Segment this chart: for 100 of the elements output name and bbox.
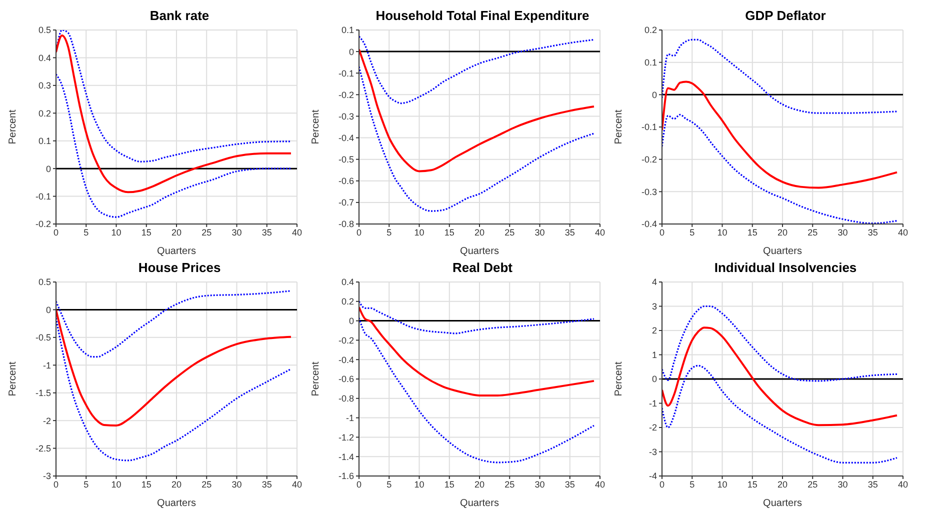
y-tick-label: -0.7 bbox=[338, 198, 354, 208]
chart-title: Individual Insolvencies bbox=[713, 260, 858, 276]
line-series bbox=[662, 305, 898, 382]
y-tick-label: 3 bbox=[652, 301, 657, 312]
y-tick-label: -0.5 bbox=[338, 154, 354, 165]
y-tick-label: 0.2 bbox=[341, 296, 354, 307]
chart-title: Real Debt bbox=[452, 260, 514, 276]
y-axis-title: Percent bbox=[614, 110, 625, 144]
y-tick-label: -0.4 bbox=[338, 354, 354, 365]
x-tick-label: 35 bbox=[868, 479, 878, 490]
x-tick-label: 5 bbox=[690, 479, 695, 490]
line-series bbox=[359, 300, 595, 334]
x-axis-title: Quarters bbox=[157, 246, 196, 257]
y-tick-label: -0.8 bbox=[338, 219, 354, 230]
y-tick-label: 0.5 bbox=[38, 277, 51, 288]
y-tick-label: -0.4 bbox=[338, 132, 354, 143]
line-series bbox=[662, 80, 898, 189]
y-tick-label: 4 bbox=[652, 277, 657, 288]
line-series bbox=[359, 66, 595, 212]
line-series bbox=[56, 34, 292, 194]
line-series bbox=[359, 48, 595, 172]
x-tick-label: 15 bbox=[747, 227, 758, 238]
y-tick-label: -0.3 bbox=[641, 186, 657, 197]
y-tick-label: -1.2 bbox=[338, 432, 354, 442]
x-tick-label: 0 bbox=[659, 479, 665, 490]
y-axis-title: Percent bbox=[614, 362, 625, 396]
x-tick-label: 20 bbox=[474, 227, 485, 238]
y-tick-label: -0.6 bbox=[338, 374, 354, 384]
y-tick-label: -0.2 bbox=[641, 154, 657, 165]
x-tick-label: 15 bbox=[747, 479, 758, 490]
y-tick-label: -0.2 bbox=[35, 219, 51, 230]
x-tick-label: 25 bbox=[504, 227, 515, 238]
x-tick-label: 25 bbox=[808, 227, 818, 238]
x-tick-label: 5 bbox=[84, 227, 89, 238]
x-tick-label: 5 bbox=[690, 227, 695, 238]
x-tick-label: 40 bbox=[898, 227, 908, 238]
x-tick-label: 15 bbox=[444, 479, 454, 490]
x-tick-label: 35 bbox=[868, 227, 878, 238]
y-tick-label: 0 bbox=[652, 90, 657, 100]
y-tick-label: -0.4 bbox=[641, 219, 657, 230]
x-tick-label: 35 bbox=[262, 479, 272, 490]
x-tick-label: 40 bbox=[292, 227, 302, 238]
x-tick-label: 20 bbox=[474, 479, 485, 490]
y-tick-label: -0.2 bbox=[338, 90, 354, 100]
line-series bbox=[359, 36, 595, 104]
y-tick-label: 0 bbox=[652, 374, 657, 384]
chart-title: Bank rate bbox=[148, 8, 210, 24]
y-tick-label: 0.1 bbox=[644, 58, 657, 68]
y-tick-label: 0.3 bbox=[38, 80, 51, 91]
line-series bbox=[662, 38, 898, 114]
line-series bbox=[359, 306, 595, 396]
x-tick-label: 10 bbox=[414, 227, 424, 238]
x-tick-label: 0 bbox=[659, 227, 665, 238]
y-axis-title: Percent bbox=[310, 110, 322, 144]
x-tick-label: 30 bbox=[232, 479, 242, 490]
line-series bbox=[56, 290, 292, 358]
y-axis-title: Percent bbox=[8, 362, 19, 396]
y-tick-label: 0 bbox=[348, 316, 354, 326]
x-tick-label: 5 bbox=[84, 479, 89, 490]
x-tick-label: 15 bbox=[444, 227, 454, 238]
y-tick-label: -0.1 bbox=[35, 191, 51, 202]
x-tick-label: 0 bbox=[356, 227, 362, 238]
line-series bbox=[56, 74, 292, 218]
y-tick-label: -0.6 bbox=[338, 176, 354, 186]
x-tick-label: 5 bbox=[386, 479, 392, 490]
x-axis-title: Quarters bbox=[460, 246, 499, 257]
y-tick-label: -2 bbox=[42, 416, 51, 426]
y-tick-label: -1 bbox=[648, 398, 657, 408]
chart-title: House Prices bbox=[137, 260, 222, 276]
y-tick-label: -4 bbox=[648, 471, 657, 482]
y-tick-label: -0.5 bbox=[35, 332, 51, 343]
x-tick-label: 30 bbox=[534, 227, 545, 238]
line-series bbox=[662, 326, 898, 426]
x-tick-label: 25 bbox=[202, 227, 212, 238]
x-tick-label: 0 bbox=[356, 479, 362, 490]
y-tick-label: -3 bbox=[648, 446, 657, 457]
x-tick-label: 0 bbox=[53, 479, 59, 490]
y-tick-label: 0.4 bbox=[38, 52, 51, 63]
y-tick-label: 1 bbox=[652, 350, 657, 360]
y-tick-label: 0.1 bbox=[38, 136, 51, 146]
y-tick-label: -0.2 bbox=[338, 335, 354, 346]
y-tick-label: 2 bbox=[652, 326, 657, 336]
x-tick-label: 25 bbox=[202, 479, 212, 490]
x-tick-label: 40 bbox=[898, 479, 908, 490]
line-series bbox=[56, 308, 292, 427]
x-tick-label: 40 bbox=[594, 479, 606, 490]
x-axis-title: Quarters bbox=[763, 246, 802, 257]
y-tick-label: 0.2 bbox=[644, 25, 657, 36]
y-tick-label: 0 bbox=[348, 46, 354, 57]
x-tick-label: 15 bbox=[141, 227, 152, 238]
y-tick-label: -1.5 bbox=[35, 388, 51, 398]
y-tick-label: 0 bbox=[46, 164, 51, 174]
line-series bbox=[359, 317, 595, 464]
x-tick-label: 15 bbox=[141, 479, 152, 490]
x-tick-label: 10 bbox=[717, 227, 728, 238]
x-tick-label: 10 bbox=[111, 479, 122, 490]
x-tick-label: 30 bbox=[534, 479, 545, 490]
x-tick-label: 10 bbox=[414, 479, 424, 490]
x-tick-label: 35 bbox=[262, 227, 272, 238]
y-tick-label: -0.1 bbox=[338, 68, 354, 78]
